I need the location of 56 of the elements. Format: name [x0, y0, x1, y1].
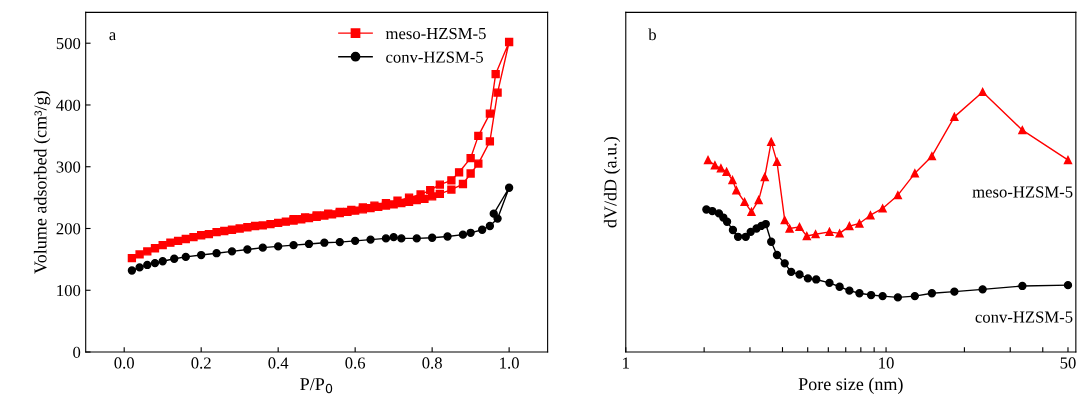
x-axis-title: P/P$_{0}$: [300, 378, 333, 394]
point: [478, 225, 487, 234]
text: b: [648, 28, 656, 41]
point: [158, 257, 167, 266]
point: [127, 266, 137, 275]
point: [350, 236, 360, 246]
x-tick-label: 1: [623, 357, 629, 369]
legend-label: meso-HZSM-5: [385, 27, 486, 40]
point: [143, 260, 152, 270]
legend-label: conv-HZSM-5: [386, 51, 483, 63]
point: [274, 242, 283, 251]
point: [489, 209, 498, 218]
x-tick-label: 0.0: [114, 357, 134, 369]
point: [135, 263, 144, 272]
point: [381, 234, 391, 243]
point: [197, 250, 206, 260]
point: [485, 221, 495, 231]
point: [412, 234, 421, 243]
x-tick-label: 10: [879, 357, 894, 369]
series-label: conv-HZSM-5: [975, 311, 1073, 323]
x-tick-label: 0.8: [422, 357, 442, 369]
point: [181, 252, 190, 262]
point: [170, 254, 179, 263]
point: [458, 230, 468, 239]
y-tick-label: 500: [56, 37, 81, 50]
point: [243, 245, 252, 254]
point: [320, 238, 329, 247]
x-tick-label: 0.2: [191, 357, 211, 369]
point: [227, 247, 237, 256]
y-axis-title: Volume adsorbed (cm³/g): [33, 91, 51, 274]
x-tick-label: 50: [1060, 357, 1076, 369]
point: [443, 232, 452, 241]
point: [258, 243, 267, 252]
point: [304, 239, 314, 249]
point: [397, 234, 406, 243]
y-tick-label: 400: [56, 99, 81, 111]
y-axis-title: dV/dD (a.u.): [603, 137, 621, 228]
y-tick-label: 0: [73, 346, 81, 358]
point: [289, 241, 298, 250]
x-tick-label: 0.4: [268, 357, 289, 369]
point: [504, 183, 514, 192]
point: [427, 233, 437, 242]
point: [335, 237, 344, 247]
x-tick-label: 1.0: [500, 357, 519, 369]
y-tick-label: 300: [56, 161, 81, 173]
x-axis-title: Pore size (nm): [798, 377, 903, 394]
y-tick-label: 200: [56, 223, 81, 235]
point: [389, 232, 398, 242]
point: [466, 228, 475, 237]
point: [212, 249, 221, 258]
point: [150, 258, 160, 268]
point: [366, 235, 375, 244]
series-label: meso-HZSM-5: [972, 186, 1073, 198]
annotation: a: [109, 32, 116, 41]
x-tick-label: 0.6: [345, 357, 366, 369]
y-tick-label: 100: [57, 284, 81, 297]
